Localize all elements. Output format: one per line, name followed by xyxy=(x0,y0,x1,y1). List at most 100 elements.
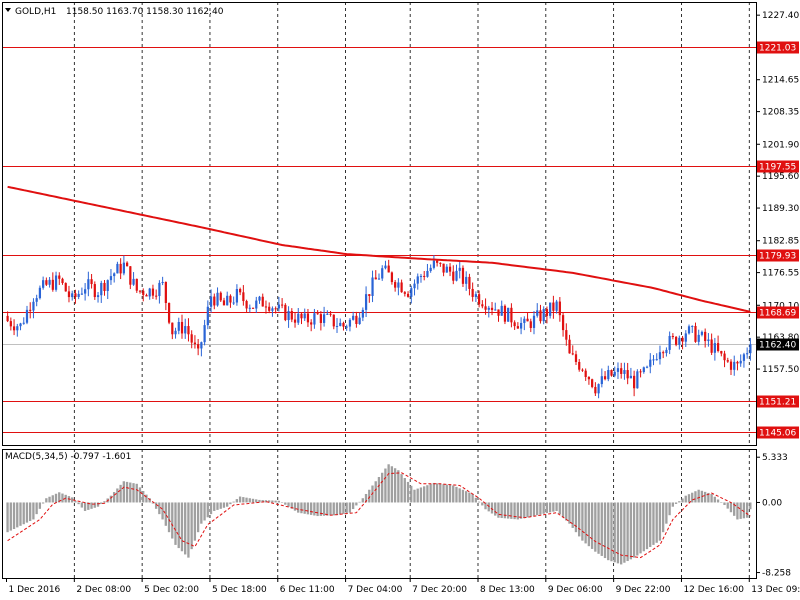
candle-body xyxy=(100,282,103,296)
candle-body xyxy=(342,322,345,327)
candle-body xyxy=(529,321,532,328)
candle-body xyxy=(587,376,591,380)
candle-body xyxy=(616,368,620,372)
candle-body xyxy=(684,333,687,342)
candle-body xyxy=(93,284,96,298)
macd-bar xyxy=(529,502,532,517)
macd-bar xyxy=(506,502,510,519)
macd-bar xyxy=(665,502,668,524)
macd-bar xyxy=(565,502,568,521)
macd-bar xyxy=(19,502,22,526)
candle-body xyxy=(35,298,38,302)
candle-body xyxy=(552,302,555,311)
macd-bar xyxy=(303,502,306,514)
candle-body xyxy=(603,376,607,380)
x-tick-label: 5 Dec 18:00 xyxy=(212,585,267,595)
macd-bar xyxy=(532,502,536,516)
macd-bar xyxy=(332,502,335,516)
macd-bar xyxy=(22,502,25,525)
macd-bar xyxy=(158,502,161,515)
candle-body xyxy=(471,288,474,297)
macd-bar xyxy=(745,502,749,518)
macd-bar xyxy=(171,502,174,539)
macd-bar xyxy=(574,502,578,533)
macd-bar xyxy=(497,502,500,518)
macd-bar xyxy=(80,502,84,508)
level-tag xyxy=(757,160,799,173)
candle-body xyxy=(329,313,332,315)
macd-y-tick-label: 5.333 xyxy=(762,453,788,463)
macd-bar xyxy=(355,502,358,506)
macd-bar xyxy=(109,495,113,503)
macd-bar xyxy=(584,502,587,544)
triangle-down-icon[interactable] xyxy=(5,8,11,12)
macd-bar xyxy=(687,494,691,503)
macd-bar xyxy=(548,502,552,513)
macd-bar xyxy=(671,502,674,507)
candle-body xyxy=(242,292,245,302)
candle-body xyxy=(519,322,523,329)
macd-bar xyxy=(326,502,329,516)
macd-bar xyxy=(487,502,490,512)
macd-bar xyxy=(716,499,720,503)
macd-bar xyxy=(703,491,707,503)
candle-body xyxy=(503,305,507,322)
candle-body xyxy=(500,305,503,316)
level-tag-label: 1197.55 xyxy=(759,163,796,173)
macd-bar xyxy=(510,502,513,519)
candle-body xyxy=(723,353,726,361)
macd-bar xyxy=(180,502,184,552)
candle-body xyxy=(545,309,549,316)
candle-body xyxy=(658,352,662,360)
candle-body xyxy=(364,294,368,310)
candle-body xyxy=(248,307,251,309)
candle-body xyxy=(235,289,239,303)
macd-bar xyxy=(342,502,345,514)
current-price-label: 1162.40 xyxy=(759,341,796,351)
macd-bar xyxy=(513,502,516,520)
macd-bar xyxy=(116,488,119,503)
macd-bar xyxy=(313,502,316,516)
macd-bar xyxy=(639,502,642,554)
macd-bar xyxy=(678,501,681,503)
time-axis: 1 Dec 2016 2 Dec 08:00 5 Dec 02:00 5 Dec 18… xyxy=(6,578,800,595)
candle-body xyxy=(67,291,71,298)
candle-body xyxy=(29,309,32,311)
macd-bar xyxy=(38,502,42,509)
candle-body xyxy=(339,322,342,326)
price-candles xyxy=(6,255,752,399)
candle-body xyxy=(736,361,739,364)
macd-bar xyxy=(206,502,209,518)
candle-body xyxy=(187,326,190,335)
candle-body xyxy=(687,326,691,334)
candle-body xyxy=(668,335,671,350)
macd-bar xyxy=(235,499,239,503)
macd-bar xyxy=(536,502,539,516)
candle-body xyxy=(377,278,381,280)
macd-bar xyxy=(523,502,526,519)
candle-body xyxy=(116,263,119,274)
candle-body xyxy=(38,287,42,299)
y-tick-label: 1176.55 xyxy=(762,269,799,279)
macd-bar xyxy=(607,502,610,561)
macd-bar xyxy=(742,502,746,519)
candle-body xyxy=(58,275,61,279)
macd-bar xyxy=(652,502,655,545)
vertical-grid xyxy=(73,2,750,578)
candle-body xyxy=(549,302,552,316)
level-tag-label: 1145.06 xyxy=(759,429,796,439)
macd-bar xyxy=(196,502,200,533)
macd-bar xyxy=(594,502,597,552)
macd-bar xyxy=(161,502,164,520)
macd-bar xyxy=(309,502,313,515)
macd-bar xyxy=(623,502,626,563)
candle-body xyxy=(109,276,113,281)
macd-bar xyxy=(707,492,710,503)
macd-bar xyxy=(41,502,45,504)
macd-bar xyxy=(636,502,639,556)
candle-body xyxy=(419,275,423,277)
candle-body xyxy=(129,266,132,285)
candle-body xyxy=(746,353,749,355)
macd-bar xyxy=(226,502,229,507)
